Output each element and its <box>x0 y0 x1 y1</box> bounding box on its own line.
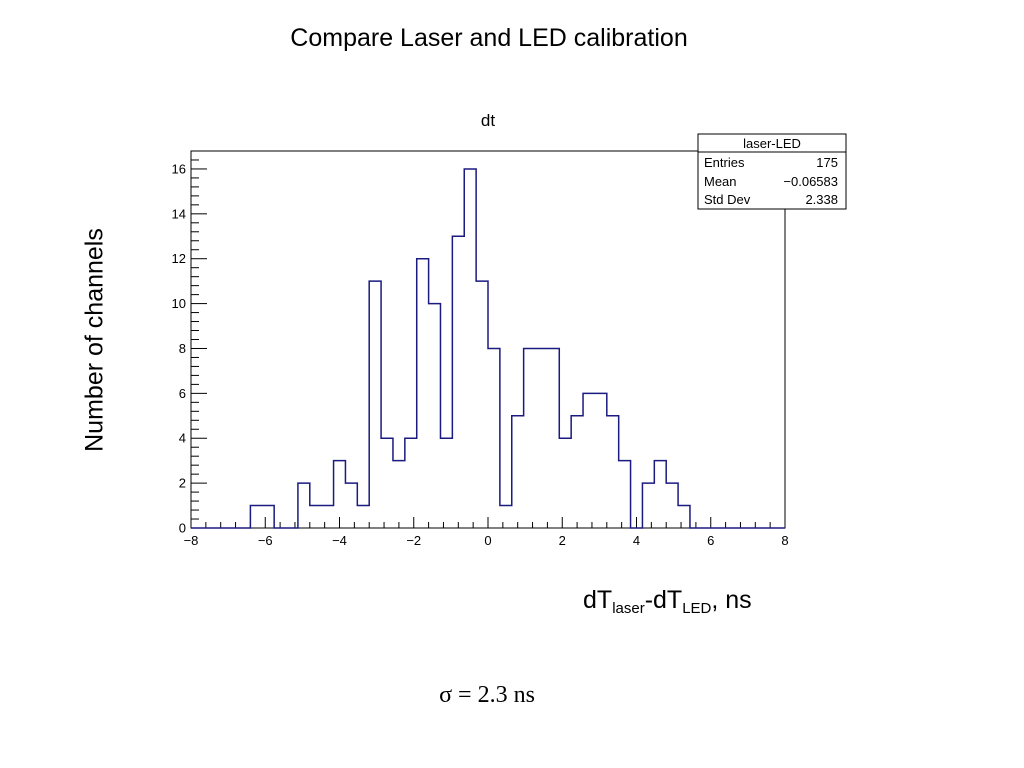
y-tick-label: 10 <box>172 296 186 311</box>
tick-labels: −8 −6 −4 −2 0 2 4 6 8 0 2 4 6 8 10 12 14 16 <box>172 161 789 548</box>
x-tick-label: −4 <box>332 533 347 548</box>
x-tick-label: 0 <box>484 533 491 548</box>
sigma-annotation: σ = 2.3 ns <box>439 682 535 708</box>
x-tick-label: 8 <box>781 533 788 548</box>
x-title-base: dT <box>583 586 613 614</box>
x-title-suffix: , ns <box>711 586 752 614</box>
y-tick-label: 8 <box>179 341 186 356</box>
y-tick-label: 16 <box>172 161 186 176</box>
stats-entries-value: 175 <box>816 155 838 170</box>
x-title-sub-led: LED <box>682 600 712 617</box>
stats-stddev-label: Std Dev <box>704 192 751 207</box>
x-tick-label: −6 <box>258 533 273 548</box>
y-tick-label: 4 <box>179 431 186 446</box>
histogram-line <box>191 168 785 529</box>
x-title-sub-laser: laser <box>612 600 645 617</box>
x-tick-label: 4 <box>633 533 640 548</box>
stats-stddev-value: 2.338 <box>805 192 838 207</box>
stats-box: laser-LED Entries 175 Mean −0.06583 Std … <box>697 133 847 210</box>
stats-box-title: laser-LED <box>743 136 801 151</box>
y-tick-label: 6 <box>179 386 186 401</box>
y-tick-label: 14 <box>172 206 186 221</box>
y-tick-label: 12 <box>172 251 186 266</box>
stats-mean-value: −0.06583 <box>783 174 838 189</box>
x-tick-label: −8 <box>184 533 199 548</box>
slide-title: Compare Laser and LED calibration <box>290 24 688 52</box>
axis-ticks <box>190 150 786 529</box>
y-tick-label: 2 <box>179 476 186 491</box>
stats-entries-label: Entries <box>704 155 745 170</box>
x-title-mid: -dT <box>644 586 683 614</box>
x-tick-label: 6 <box>707 533 714 548</box>
x-axis-title: dTlaser-dTLED, ns <box>583 586 752 617</box>
stats-mean-label: Mean <box>704 174 737 189</box>
chart-title: dt <box>481 111 495 130</box>
y-tick-label: 0 <box>179 521 186 536</box>
x-tick-label: 2 <box>559 533 566 548</box>
x-tick-label: −2 <box>406 533 421 548</box>
